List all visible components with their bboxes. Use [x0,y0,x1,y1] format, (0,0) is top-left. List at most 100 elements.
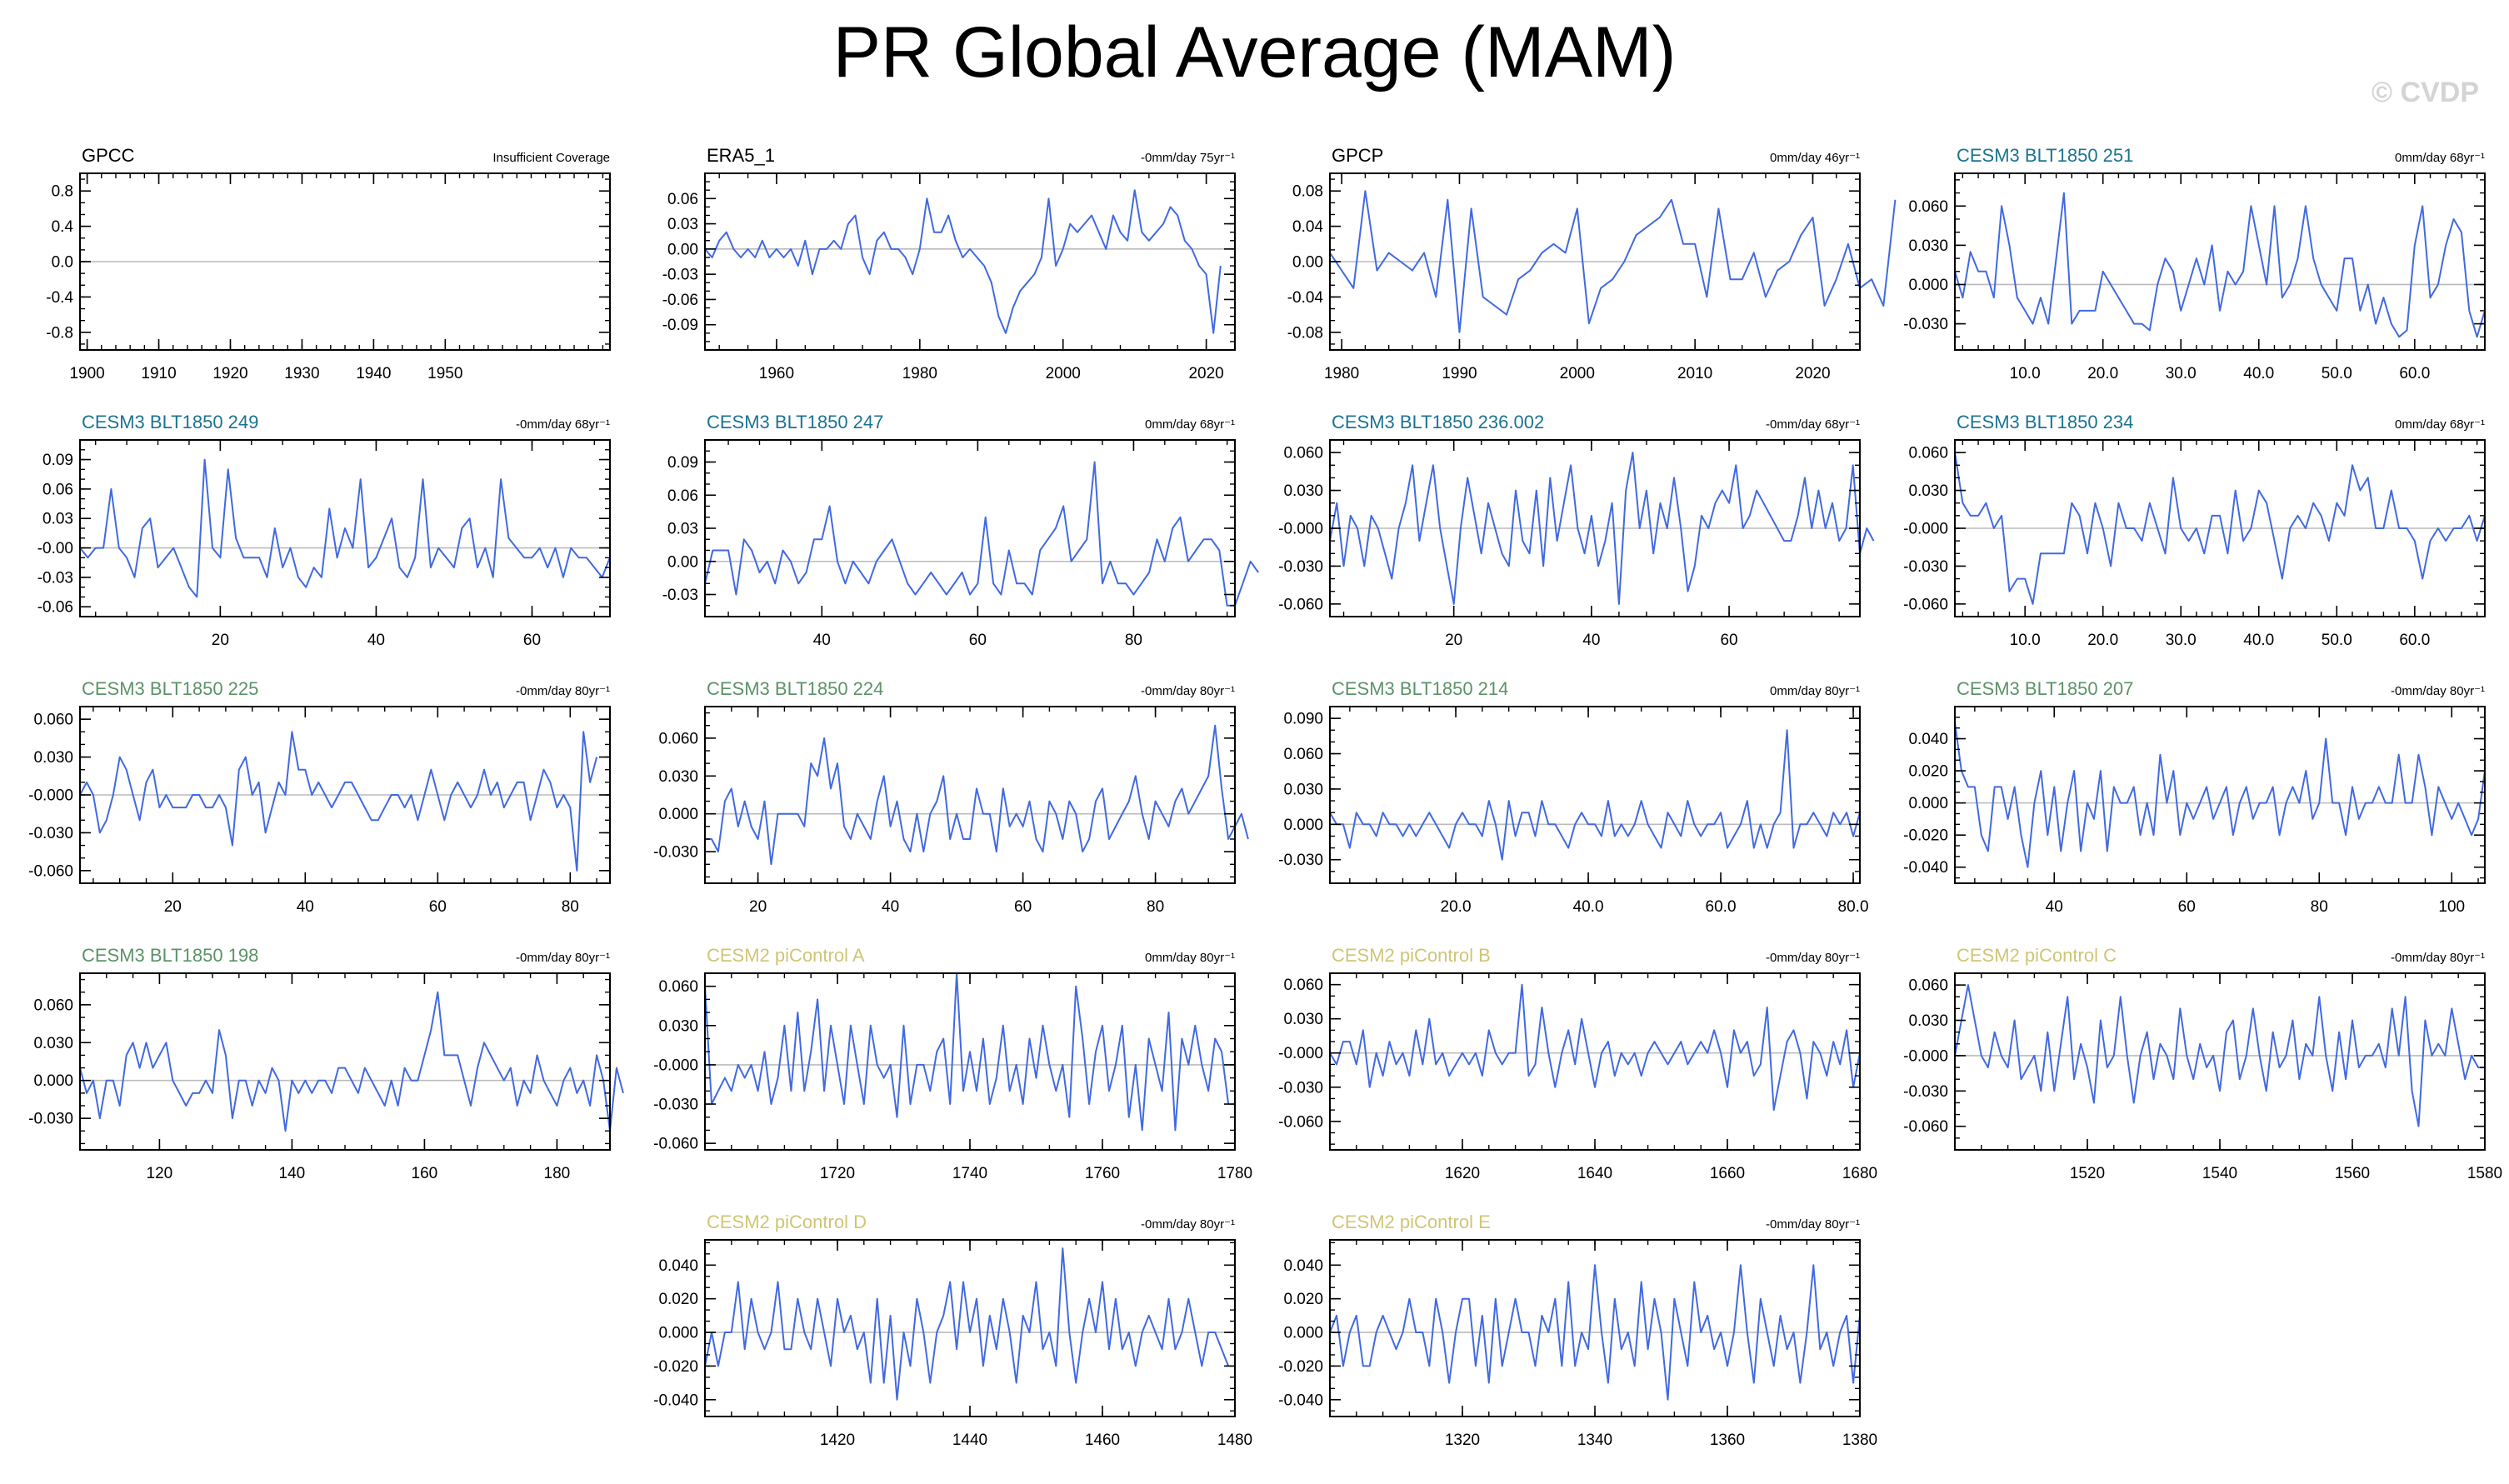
series-line [704,461,1259,607]
x-tick-label: 60 [429,898,447,916]
x-tick-label: 1580 [2467,1165,2502,1182]
y-tick-label: 0.8 [52,183,73,201]
x-tick-label: 10.0 [2010,365,2041,382]
y-tick-label: -0.040 [1903,859,1948,877]
panel-title: CESM2 piControl C [1957,945,2117,966]
y-tick-label: 0.000 [658,1325,698,1342]
x-tick-label: 20.0 [2087,632,2118,649]
y-tick-label: -0.000 [653,1057,698,1074]
plot-frame [1329,706,1861,884]
x-tick-label: 1980 [1324,365,1359,382]
x-tick-label: 60 [1720,632,1737,649]
series-line [704,972,1230,1132]
x-tick-label: 1380 [1842,1432,1877,1449]
plot-frame [704,172,1236,351]
x-tick-label: 1440 [952,1432,987,1449]
x-tick-label: 1910 [141,365,176,382]
trend-label: 0mm/day 68yr⁻¹ [2395,417,2485,432]
panel-title: CESM2 piControl B [1332,945,1491,966]
trend-label: -0mm/day 68yr⁻¹ [516,417,610,432]
y-tick-label: 0.030 [1283,1011,1323,1028]
x-tick-label: 1980 [902,365,937,382]
x-tick-label: 10.0 [2010,632,2041,649]
panel-title: CESM2 piControl A [707,945,865,966]
x-tick-label: 60 [1014,898,1032,916]
y-tick-label: -0.09 [662,317,698,334]
panel-title: CESM3 BLT1850 247 [707,412,883,432]
x-tick-label: 40 [813,632,831,649]
y-tick-label: 0.00 [1292,254,1323,272]
chart-panel: 40 60 80 100 0.040 0.020 0.000 -0.020 -0.040 CESM… [1903,678,2486,916]
plot-frame [1954,172,2486,351]
x-tick-label: 60 [969,632,987,649]
cvdp-watermark: © CVDP [2372,77,2479,108]
x-tick-label: 1360 [1710,1432,1745,1449]
x-tick-label: 1320 [1445,1432,1480,1449]
y-tick-label: -0.4 [46,289,73,307]
y-tick-label: -0.06 [37,599,73,617]
y-tick-label: -0.000 [28,787,73,805]
y-tick-label: 0.00 [667,241,698,258]
x-tick-label: 1950 [427,365,462,382]
x-tick-label: 1460 [1085,1432,1120,1449]
chart-panel: 120 140 160 180 0.060 0.030 0.000 -0.030 CESM3 B… [28,945,624,1182]
x-tick-label: 2000 [1046,365,1081,382]
x-tick-label: 1740 [952,1165,987,1182]
y-tick-label: -0.03 [662,267,698,284]
chart-panel: 20.0 40.0 60.0 80.0 0.090 0.060 0.030 0.000 -0.0… [1278,678,1868,916]
trend-label: 0mm/day 68yr⁻¹ [1145,417,1235,432]
chart-panel: 10.0 20.0 30.0 40.0 50.0 60.0 0.060 0.030 -0.000… [1903,412,2486,649]
series-line [1329,1264,1861,1401]
page-title: PR Global Average (MAM) [832,12,1677,92]
y-tick-label: 0.060 [658,730,698,747]
y-tick-label: -0.06 [662,292,698,309]
x-tick-label: 80.0 [1838,898,1869,916]
panel-title: CESM2 piControl E [1332,1212,1491,1232]
y-tick-label: -0.030 [28,1111,73,1128]
x-tick-label: 2020 [1795,365,1830,382]
chart-panel: 1980 1990 2000 2010 2020 0.08 0.04 0.00 -0.04 -0.… [1287,145,1897,382]
y-tick-label: -0.000 [1903,1047,1948,1065]
x-tick-label: 1340 [1577,1432,1612,1449]
chart-panel: 1420 1440 1460 1480 0.040 0.020 0.000 -0.020 -0.… [653,1212,1252,1449]
x-tick-label: 80 [1147,898,1164,916]
x-tick-label: 60 [2178,898,2196,916]
panel-title: ERA5_1 [707,145,775,166]
chart-panel: 20 40 60 0.09 0.06 0.03 -0.00 -0.03 -0.06 CESM3 B… [37,412,611,649]
x-tick-label: 1560 [2335,1165,2370,1182]
y-tick-label: 0.020 [1908,763,1948,781]
x-tick-label: 1720 [820,1165,855,1182]
y-tick-label: -0.020 [1903,827,1948,845]
x-tick-label: 20 [1445,632,1462,649]
panel-title: CESM3 BLT1850 207 [1957,678,2133,699]
y-tick-label: 0.030 [1283,781,1323,798]
y-tick-label: 0.03 [42,511,73,528]
y-tick-label: 0.030 [33,1035,73,1052]
y-tick-label: 0.030 [658,768,698,786]
series-line [1954,722,2486,868]
y-tick-label: -0.060 [653,1136,698,1153]
y-tick-label: -0.030 [1903,1083,1948,1101]
chart-panel: 40 60 80 0.09 0.06 0.03 0.00 -0.03 CESM3 BLT1850… [662,412,1259,649]
y-tick-label: -0.030 [1278,852,1323,869]
y-tick-label: 0.060 [1908,445,1948,462]
y-tick-label: 0.0 [52,254,73,272]
x-tick-label: 20 [212,632,229,649]
y-tick-label: 0.040 [1283,1257,1323,1275]
x-tick-label: 1520 [2070,1165,2105,1182]
y-tick-label: 0.000 [1908,795,1948,812]
chart-panel: 1320 1340 1360 1380 0.040 0.020 0.000 -0.020 -0.… [1278,1212,1877,1449]
y-tick-label: -0.060 [28,862,73,880]
x-tick-label: 40 [2046,898,2063,916]
x-tick-label: 30.0 [2166,365,2197,382]
x-tick-label: 1540 [2202,1165,2237,1182]
chart-panel: 20 40 60 0.060 0.030 -0.000 -0.030 -0.060 CESM3 … [1278,412,1875,649]
x-tick-label: 20 [749,898,767,916]
y-tick-label: -0.030 [1903,316,1948,333]
y-tick-label: 0.030 [1908,482,1948,500]
x-tick-label: 20 [164,898,182,916]
x-tick-label: 40 [1582,632,1600,649]
x-tick-label: 40.0 [1573,898,1604,916]
y-tick-label: 0.030 [33,749,73,767]
y-tick-label: 0.020 [658,1291,698,1308]
